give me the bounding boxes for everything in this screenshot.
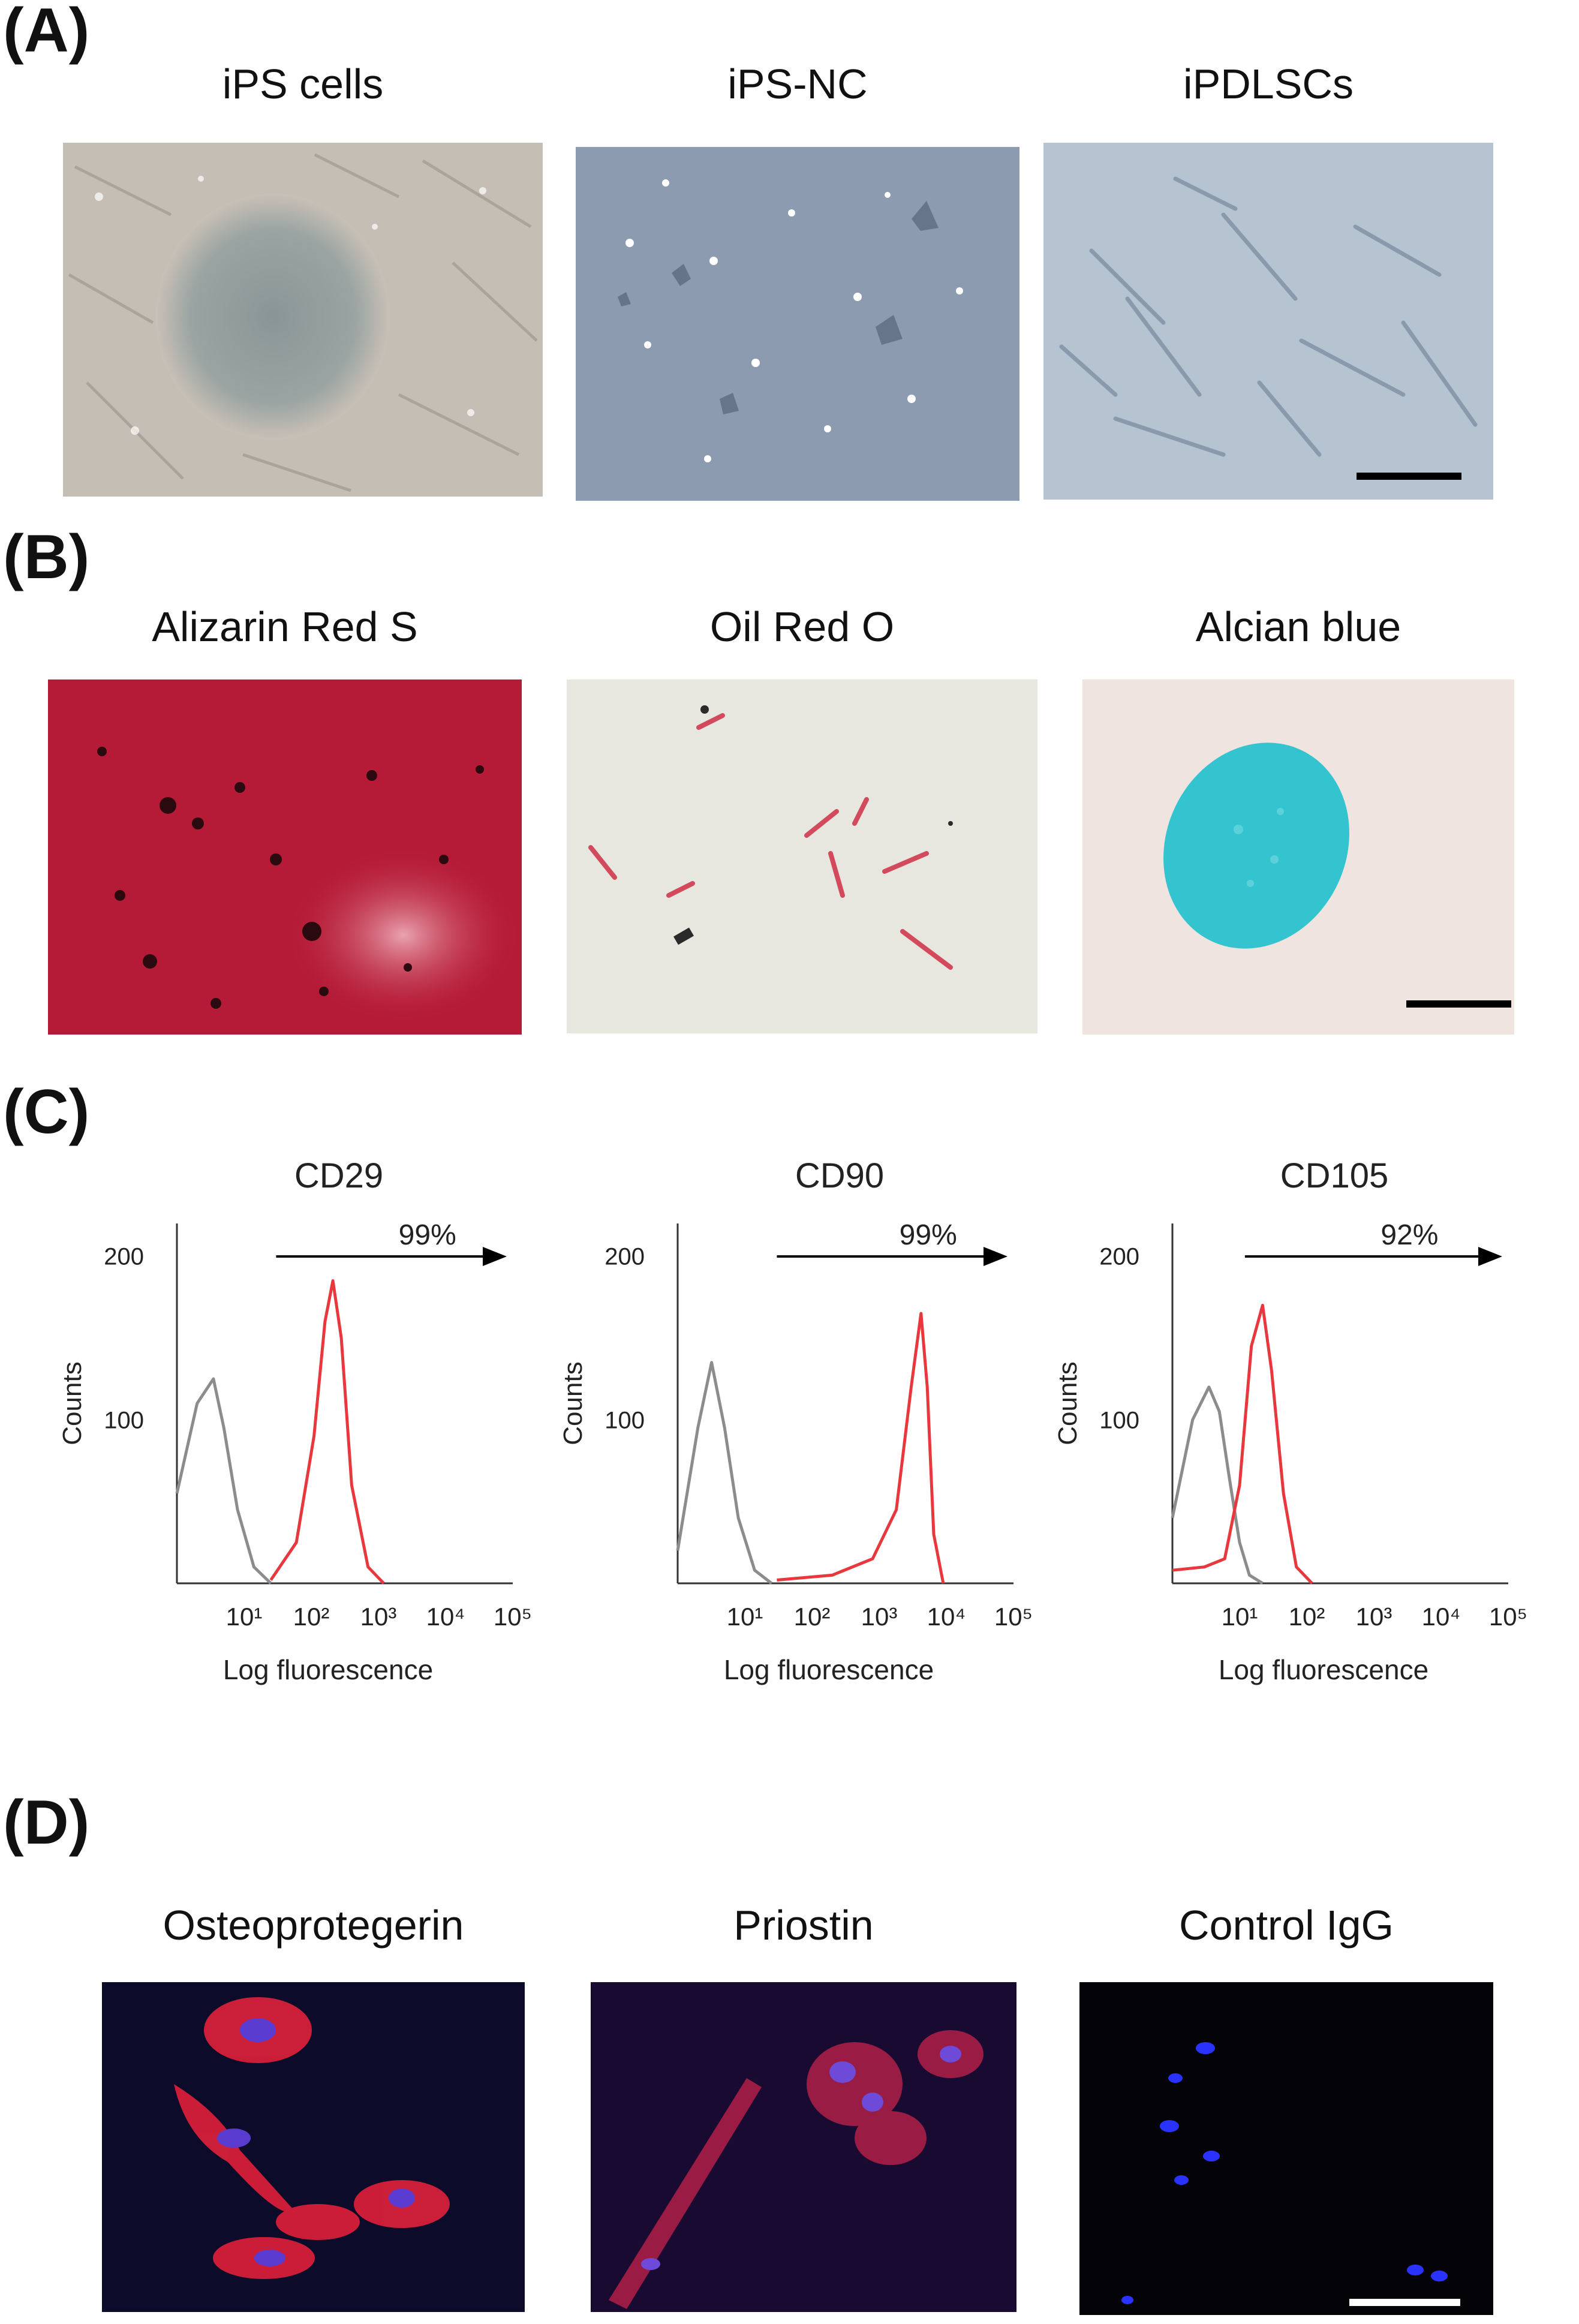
gate-percent-label: 92% xyxy=(1381,1219,1438,1251)
x-axis-label: Log fluorescence xyxy=(223,1654,433,1685)
histogram-title: CD29 xyxy=(294,1156,383,1195)
y-axis-label: Counts xyxy=(58,1361,87,1445)
ips-nc-micrograph xyxy=(576,147,1019,501)
y-tick-label: 200 xyxy=(104,1244,144,1270)
scale-bar-d xyxy=(1349,2299,1460,2306)
marker-histogram-curve xyxy=(777,1312,945,1584)
histogram-title: CD105 xyxy=(1280,1156,1389,1195)
panel-c-label: (C) xyxy=(3,1077,90,1147)
control-histogram-curve xyxy=(1171,1385,1264,1585)
marker-histogram-curve xyxy=(269,1279,385,1585)
x-tick-label: 10² xyxy=(1289,1603,1325,1631)
control-histogram-curve xyxy=(676,1361,773,1585)
alcian-blue-micrograph xyxy=(1082,680,1514,1035)
ipdlscs-micrograph xyxy=(1043,143,1493,500)
x-tick-label: 10³ xyxy=(861,1603,898,1631)
panel-b-title-1: Alizarin Red S xyxy=(152,603,418,650)
gate-percent-label: 99% xyxy=(900,1219,957,1251)
osteoprotegerin-micrograph xyxy=(102,1982,525,2312)
x-tick-label: 10⁵ xyxy=(994,1603,1033,1631)
y-tick-label: 200 xyxy=(1099,1244,1139,1270)
y-tick-label: 100 xyxy=(1099,1407,1139,1433)
marker-histogram-curve xyxy=(1172,1303,1313,1585)
panel-a-title-2: iPS-NC xyxy=(727,61,868,107)
flow-cytometry-figure: CD29 100 200 Counts 10¹ 10² 10³ 10⁴ 10⁵ Log fluor… xyxy=(58,1156,1527,1685)
alizarin-red-micrograph xyxy=(48,680,522,1035)
y-axis-label: Counts xyxy=(558,1361,588,1445)
panel-b-label: (B) xyxy=(3,522,90,592)
panel-d-title-1: Osteoprotegerin xyxy=(163,1902,464,1949)
x-axis-label: Log fluorescence xyxy=(724,1654,934,1685)
gate-arrow-head xyxy=(1478,1247,1502,1266)
x-tick-label: 10⁴ xyxy=(927,1603,966,1631)
ips-cells-micrograph xyxy=(63,143,543,497)
panel-a-title-1: iPS cells xyxy=(222,61,384,107)
x-tick-label: 10² xyxy=(293,1603,330,1631)
x-tick-label: 10² xyxy=(794,1603,831,1631)
x-tick-label: 10¹ xyxy=(727,1603,763,1631)
y-axis-label: Counts xyxy=(1053,1361,1082,1445)
x-tick-label: 10⁴ xyxy=(1422,1603,1461,1631)
scale-bar-a xyxy=(1357,473,1461,480)
panel-d-title-3: Control IgG xyxy=(1179,1902,1394,1949)
x-tick-label: 10⁴ xyxy=(426,1603,465,1631)
y-tick-label: 100 xyxy=(104,1407,144,1433)
y-tick-label: 100 xyxy=(604,1407,645,1433)
y-tick-label: 200 xyxy=(604,1244,645,1270)
priostin-micrograph xyxy=(591,1982,1016,2312)
panel-d-label: (D) xyxy=(3,1788,90,1857)
panel-a-label: (A) xyxy=(3,0,90,65)
panel-d-title-2: Priostin xyxy=(733,1902,874,1949)
panel-a-title-3: iPDLSCs xyxy=(1183,61,1354,107)
histogram-title: CD90 xyxy=(795,1156,884,1195)
oil-red-o-micrograph xyxy=(567,680,1037,1033)
x-tick-label: 10⁵ xyxy=(1489,1603,1527,1631)
x-tick-label: 10³ xyxy=(360,1603,397,1631)
scale-bar-b xyxy=(1406,1000,1511,1008)
gate-arrow-head xyxy=(984,1247,1007,1266)
x-axis-label: Log fluorescence xyxy=(1219,1654,1428,1685)
control-histogram-curve xyxy=(175,1377,272,1585)
x-tick-label: 10¹ xyxy=(226,1603,263,1631)
control-igg-micrograph xyxy=(1079,1982,1493,2315)
panel-b-title-2: Oil Red O xyxy=(709,603,895,650)
x-tick-label: 10³ xyxy=(1356,1603,1392,1631)
gate-percent-label: 99% xyxy=(399,1219,456,1251)
panel-b-title-3: Alcian blue xyxy=(1195,603,1401,650)
x-tick-label: 10⁵ xyxy=(494,1603,532,1631)
x-tick-label: 10¹ xyxy=(1222,1603,1258,1631)
gate-arrow-head xyxy=(483,1247,507,1266)
